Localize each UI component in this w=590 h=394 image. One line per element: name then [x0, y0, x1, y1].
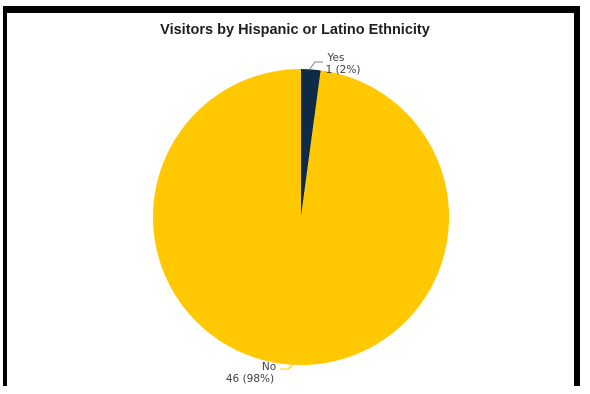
chart-title: Visitors by Hispanic or Latino Ethnicity: [160, 22, 430, 38]
pie-slice-no[interactable]: [153, 69, 449, 365]
yes-value-label: 1 (2%): [326, 64, 361, 76]
no-value-label: 46 (98%): [226, 373, 274, 385]
pie-slice-yes[interactable]: [301, 69, 321, 217]
yes-name-label: Yes: [327, 52, 345, 64]
no-leader-line: [280, 361, 297, 370]
no-name-label: No: [262, 361, 276, 373]
yes-leader-line: [308, 61, 323, 71]
